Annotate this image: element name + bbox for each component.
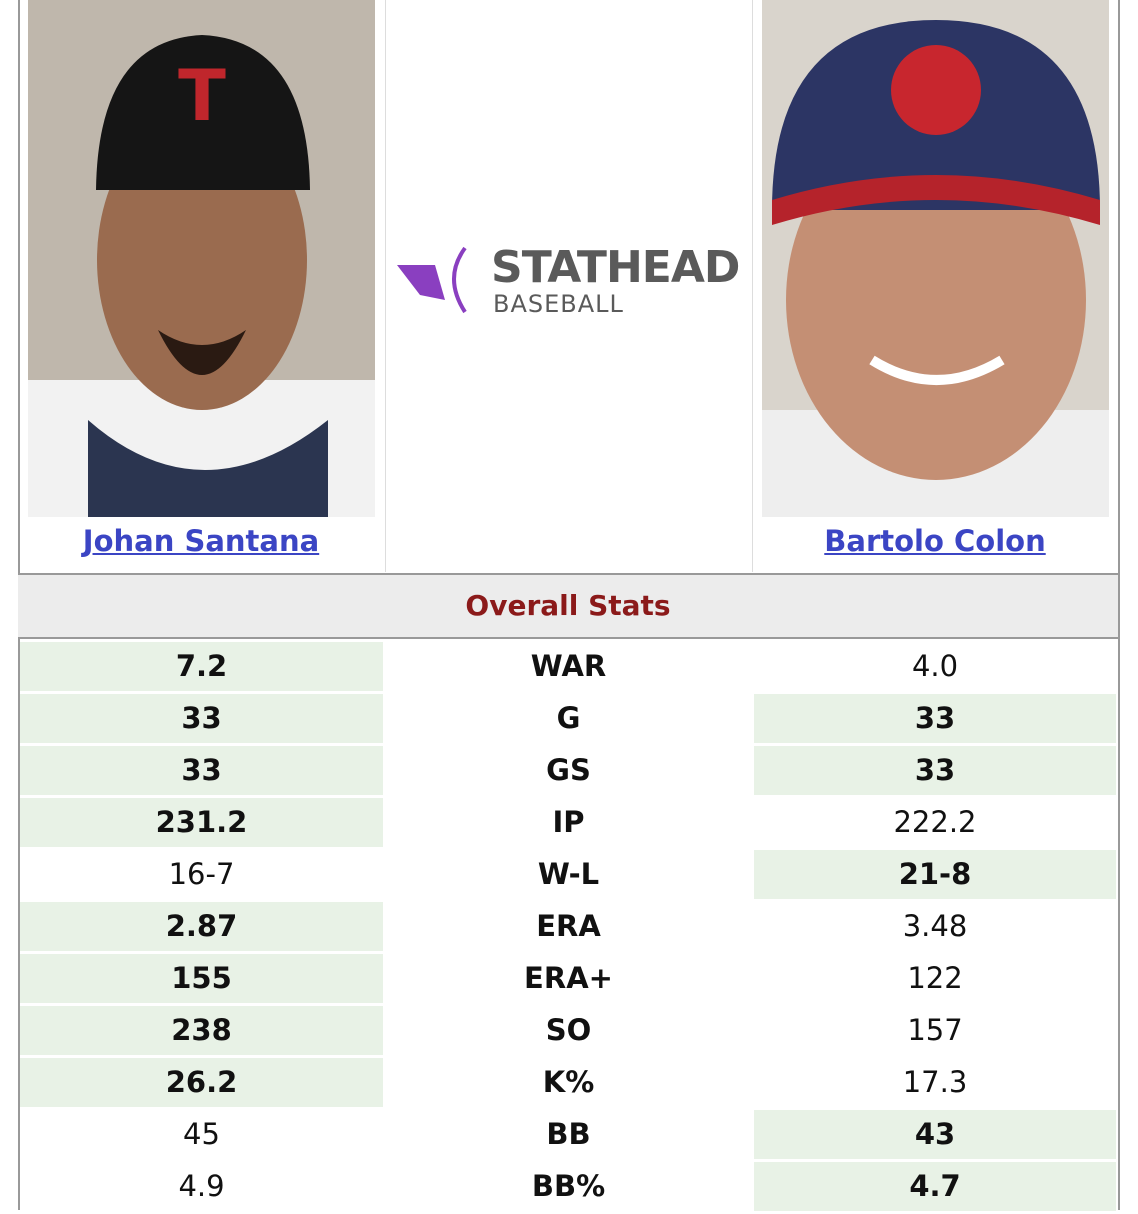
right-value: 4.7 [754, 1162, 1116, 1211]
column-separator [752, 0, 753, 572]
right-value: 222.2 [893, 805, 977, 839]
right-value: 33 [754, 746, 1116, 795]
column-separator [385, 0, 386, 572]
stat-name: BB [546, 1117, 591, 1151]
left-value: 33 [20, 746, 383, 795]
left-value: 7.2 [20, 642, 383, 691]
stat-name: ERA [536, 909, 601, 943]
stat-row: 33 G 33 [20, 694, 1116, 746]
left-value: 26.2 [20, 1058, 383, 1107]
player-name-link[interactable]: Johan Santana [82, 524, 320, 558]
left-value: 238 [20, 1006, 383, 1055]
right-value: 33 [754, 694, 1116, 743]
stat-name: ERA+ [524, 961, 613, 995]
left-value: 33 [20, 694, 383, 743]
stat-row: 238 SO 157 [20, 1006, 1116, 1058]
left-value: 16-7 [168, 857, 235, 891]
logo-title: STATHEAD [491, 242, 740, 293]
stat-row: 231.2 IP 222.2 [20, 798, 1116, 850]
logo-subtitle: BASEBALL [493, 290, 624, 318]
section-header: Overall Stats [18, 573, 1118, 639]
stat-row: 155 ERA+ 122 [20, 954, 1116, 1006]
right-value: 43 [754, 1110, 1116, 1159]
stat-name: BB% [531, 1169, 606, 1203]
right-value: 21-8 [754, 850, 1116, 899]
stat-row: 4.9 BB% 4.7 [20, 1162, 1116, 1214]
stat-row: 33 GS 33 [20, 746, 1116, 798]
player-photo: T [28, 0, 375, 517]
left-value: 155 [20, 954, 383, 1003]
svg-text:T: T [178, 55, 226, 137]
stat-name: G [556, 701, 581, 735]
stats-rows: 7.2 WAR 4.0 33 G 33 33 GS 33 231.2 IP 222.2 16-7 W-L 2… [20, 642, 1116, 1214]
right-value: 122 [907, 961, 963, 995]
stat-name: WAR [530, 649, 607, 683]
player-photo [762, 0, 1109, 517]
stat-row: 26.2 K% 17.3 [20, 1058, 1116, 1110]
left-value: 231.2 [20, 798, 383, 847]
stat-name: IP [552, 805, 585, 839]
stat-row: 7.2 WAR 4.0 [20, 642, 1116, 694]
stat-row: 2.87 ERA 3.48 [20, 902, 1116, 954]
logo-icon [397, 246, 467, 314]
stat-name: W-L [537, 857, 600, 891]
stat-row: 16-7 W-L 21-8 [20, 850, 1116, 902]
player-name-link[interactable]: Bartolo Colon [824, 524, 1046, 558]
right-value: 157 [907, 1013, 963, 1047]
stat-row: 45 BB 43 [20, 1110, 1116, 1162]
right-value: 3.48 [902, 909, 968, 943]
right-value: 4.0 [911, 649, 959, 683]
stathead-logo: STATHEAD BASEBALL [395, 240, 745, 320]
left-value: 2.87 [20, 902, 383, 951]
stat-name: K% [542, 1065, 595, 1099]
stat-name: GS [546, 753, 591, 787]
left-value: 4.9 [178, 1169, 225, 1203]
stat-name: SO [545, 1013, 592, 1047]
left-value: 45 [183, 1117, 220, 1151]
right-value: 17.3 [902, 1065, 968, 1099]
